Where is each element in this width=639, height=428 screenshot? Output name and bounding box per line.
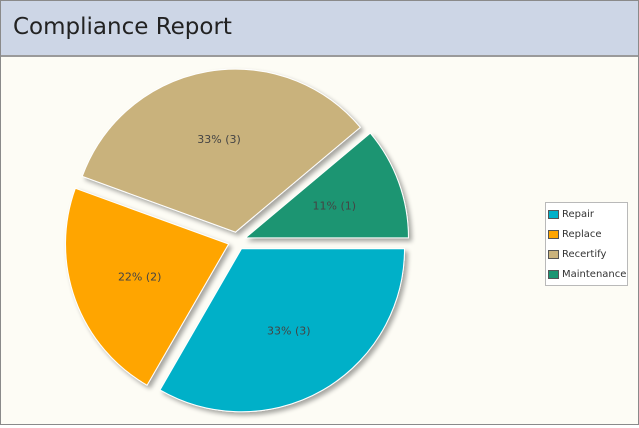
legend-label: Repair [562, 208, 595, 220]
slice-label-replace: 22% (2) [118, 270, 162, 283]
legend-item-replace[interactable]: Replace [546, 224, 627, 244]
legend-swatch [548, 229, 559, 239]
legend-item-repair[interactable]: Repair [546, 204, 627, 224]
legend-swatch [548, 269, 559, 279]
pie-slice-recertify[interactable] [81, 68, 362, 233]
pie-chart: 33% (3) 22% (2) 33% (3) 11% (1) [65, 68, 409, 413]
legend-swatch [548, 209, 559, 219]
report-header: Compliance Report [1, 1, 638, 57]
chart-area: 33% (3) 22% (2) 33% (3) 11% (1) [1, 57, 638, 424]
legend-label: Replace [562, 228, 602, 240]
legend-item-maintenance[interactable]: Maintenance [546, 264, 627, 284]
pie-slice-maintenance[interactable] [244, 132, 409, 239]
legend-item-recertify[interactable]: Recertify [546, 244, 627, 264]
legend-swatch [548, 249, 559, 259]
slice-label-recertify: 33% (3) [197, 133, 241, 146]
legend-label: Recertify [562, 248, 607, 260]
pie-slice-repair[interactable] [159, 248, 406, 413]
legend-label: Maintenance [562, 268, 627, 280]
slice-label-repair: 33% (3) [267, 325, 311, 338]
page-title: Compliance Report [13, 14, 232, 40]
pie-slice-replace[interactable] [65, 187, 230, 386]
chart-legend: Repair Replace Recertify Maintenance [545, 202, 628, 286]
slice-label-maintenance: 11% (1) [313, 200, 357, 213]
